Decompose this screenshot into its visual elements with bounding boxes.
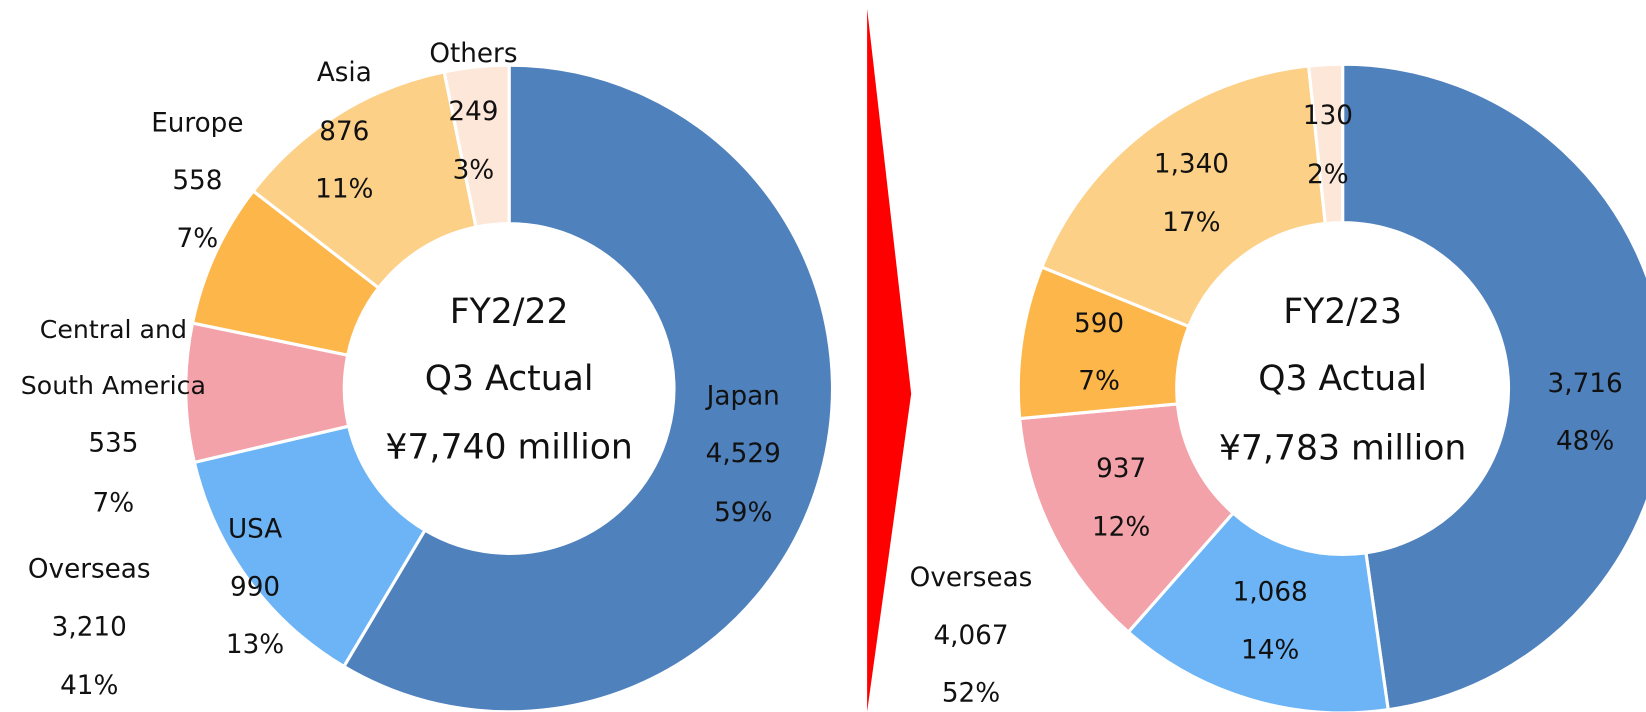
donut-slice — [1341, 62, 1646, 712]
value-label: 590 — [1074, 309, 1124, 339]
arrow — [867, 8, 912, 712]
percent-label: 14% — [1241, 635, 1299, 665]
percent-label: 12% — [1092, 513, 1150, 543]
center-text: Q3 Actual — [425, 359, 594, 399]
donut-slice — [1126, 510, 1390, 712]
percent-label: 7% — [177, 224, 219, 254]
category-label: Central and South America — [20, 315, 206, 401]
center-text: FY2/23 — [1283, 292, 1402, 332]
percent-label: 59% — [714, 498, 772, 528]
value-label: 990 — [230, 572, 280, 602]
category-label: Others — [429, 39, 517, 69]
percent-label: 7% — [93, 489, 135, 519]
value-label: 535 — [88, 429, 138, 459]
overseas-label: Overseas — [910, 563, 1033, 593]
percent-label: 3% — [453, 156, 495, 186]
value-label: 4,529 — [706, 439, 781, 469]
category-label: Japan — [705, 381, 780, 411]
donut-slice — [192, 424, 428, 669]
center-text: FY2/22 — [450, 292, 569, 332]
category-label-box: Central and South America — [20, 315, 206, 401]
percent-label: 13% — [226, 630, 284, 660]
value-label: 1,340 — [1154, 149, 1229, 179]
donut-slice — [1039, 64, 1327, 329]
center-text: Q3 Actual — [1258, 359, 1427, 399]
percent-label: 2% — [1307, 160, 1349, 190]
value-label: 937 — [1096, 454, 1146, 484]
donut-slice — [1306, 62, 1345, 226]
percent-label: 11% — [315, 175, 373, 205]
value-label: 1,068 — [1233, 578, 1308, 608]
percent-label: 7% — [1078, 367, 1120, 397]
percent-label: 17% — [1162, 208, 1220, 238]
donut-slice — [250, 69, 478, 291]
overseas-percent: 41% — [60, 671, 118, 701]
center-text: ¥7,740 million — [385, 427, 633, 467]
value-label: 130 — [1303, 101, 1353, 131]
overseas-value: 4,067 — [933, 621, 1008, 651]
donut-slice — [442, 63, 511, 229]
value-label: 249 — [448, 97, 498, 127]
overseas-percent: 52% — [942, 679, 1000, 709]
category-label: Europe — [151, 109, 243, 139]
value-label: 3,716 — [1548, 369, 1623, 399]
category-label: Asia — [317, 58, 372, 88]
category-label: USA — [228, 515, 282, 545]
donut-slice — [1017, 402, 1236, 635]
percent-label: 48% — [1556, 427, 1614, 457]
value-label: 876 — [319, 117, 369, 147]
overseas-value: 3,210 — [52, 612, 127, 642]
value-label: 558 — [172, 166, 222, 196]
overseas-label: Overseas — [28, 555, 151, 585]
center-text: ¥7,783 million — [1219, 428, 1467, 468]
donut-slice — [341, 63, 835, 712]
